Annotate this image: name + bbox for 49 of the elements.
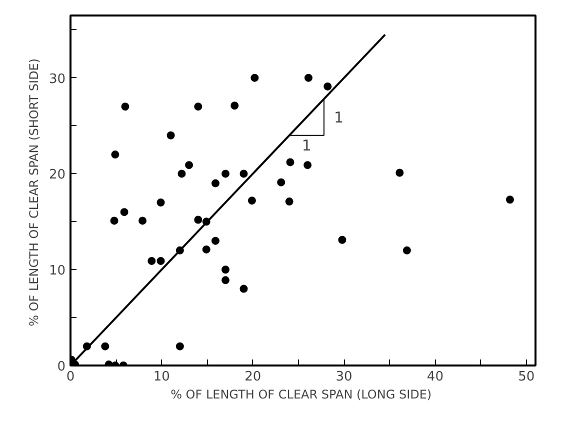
point <box>121 102 130 111</box>
point <box>211 236 220 245</box>
point <box>194 216 202 224</box>
point <box>185 161 194 170</box>
point <box>202 245 210 254</box>
x-tick-label: 30 <box>336 370 352 384</box>
x-tick-label: 20 <box>244 370 262 384</box>
point <box>304 74 312 82</box>
point <box>222 170 230 178</box>
point <box>101 342 110 350</box>
point <box>277 178 286 186</box>
y-tick-label: 20 <box>48 168 66 183</box>
point <box>304 161 312 170</box>
y-tick-label: 10 <box>48 264 66 279</box>
annotation: 1 <box>334 108 344 127</box>
point <box>230 102 239 110</box>
point <box>138 216 147 225</box>
point <box>110 216 118 225</box>
point <box>506 196 514 204</box>
point <box>148 256 156 265</box>
point <box>120 208 128 216</box>
point <box>111 150 120 159</box>
point <box>324 82 332 90</box>
point <box>402 246 411 254</box>
point <box>176 342 184 350</box>
y-tick-label: 0 <box>57 360 66 374</box>
point <box>286 158 294 166</box>
x-tick-label: 10 <box>153 370 170 384</box>
point <box>250 74 259 82</box>
annotation: 1 <box>302 136 312 154</box>
point <box>166 131 175 140</box>
point <box>338 236 346 244</box>
point <box>211 179 220 188</box>
point <box>240 284 248 293</box>
point <box>222 266 230 274</box>
point <box>396 168 404 177</box>
point <box>178 170 186 178</box>
y-axis-title: % OF LENGTH OF CLEAR SPAN (SHORT SIDE) <box>26 58 41 326</box>
x-tick-label: 50 <box>518 370 535 384</box>
point <box>285 198 294 206</box>
y-tick-label: 30 <box>48 72 66 87</box>
x-axis-title: % OF LENGTH OF CLEAR SPAN (LONG SIDE) <box>170 388 432 402</box>
point <box>240 170 248 178</box>
x-tick-label: 40 <box>426 370 444 384</box>
point <box>222 276 230 284</box>
point <box>248 196 256 205</box>
point <box>194 102 202 111</box>
point <box>156 256 165 265</box>
point <box>156 198 165 206</box>
